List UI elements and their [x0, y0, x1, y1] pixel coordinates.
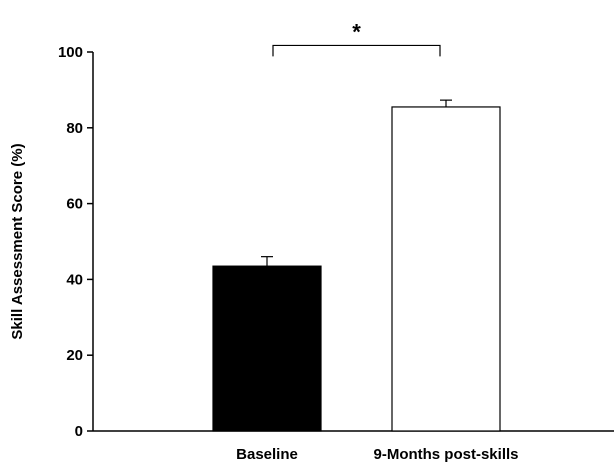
- y-tick-label: 60: [66, 196, 83, 213]
- y-tick-label: 100: [58, 44, 83, 61]
- y-tick-label: 80: [66, 120, 83, 137]
- y-tick-label: 40: [66, 271, 83, 288]
- category-label: Baseline: [236, 446, 298, 463]
- y-tick-label: 20: [66, 347, 83, 364]
- category-labels: Baseline 9-Months post-skills: [236, 446, 518, 463]
- category-label: 9-Months post-skills: [373, 446, 518, 463]
- significance-annotation: *: [272, 19, 441, 57]
- bar-baseline: [212, 265, 322, 432]
- y-axis-title: Skill Assessment Score (%): [9, 143, 26, 339]
- bars: [212, 99, 501, 432]
- y-tick-label: 0: [75, 423, 83, 440]
- significance-bracket: [272, 44, 441, 57]
- significance-star: *: [352, 19, 361, 44]
- axes: [92, 52, 614, 432]
- y-axis-ticks: 0 20 40 60 80 100: [58, 44, 93, 440]
- bar-9-months-post-skills: [391, 106, 501, 432]
